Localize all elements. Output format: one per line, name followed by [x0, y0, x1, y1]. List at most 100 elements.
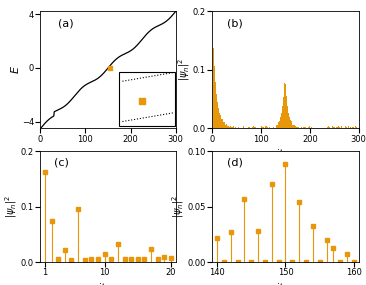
Bar [223, 122, 224, 128]
Y-axis label: $|\psi_n|^2$: $|\psi_n|^2$ [176, 58, 191, 82]
Point [139, 99, 145, 104]
Bar [233, 126, 234, 128]
Bar [280, 117, 281, 128]
Y-axis label: $|\psi_n|^2$: $|\psi_n|^2$ [171, 195, 186, 218]
Y-axis label: $|\psi_n|^2$: $|\psi_n|^2$ [4, 195, 19, 218]
Bar [334, 127, 335, 128]
Bar [332, 126, 333, 128]
Bar [213, 48, 214, 128]
Bar [219, 113, 220, 128]
X-axis label: m: m [103, 149, 113, 159]
Bar [281, 113, 282, 128]
Bar [352, 127, 353, 128]
Bar [285, 84, 286, 128]
Bar [226, 124, 227, 128]
Bar [291, 121, 292, 128]
Bar [294, 125, 295, 128]
Bar [283, 97, 284, 128]
Bar [311, 127, 312, 128]
Bar [231, 127, 232, 128]
Bar [243, 126, 244, 128]
Bar [305, 127, 306, 128]
Bar [252, 127, 253, 128]
Bar [254, 127, 255, 128]
Bar [237, 127, 238, 128]
X-axis label: site n: site n [272, 149, 299, 159]
Bar [217, 102, 218, 128]
Bar [276, 125, 277, 128]
Bar [329, 127, 330, 128]
Bar [251, 127, 252, 128]
Bar [262, 127, 263, 128]
Bar [336, 127, 337, 128]
Text: (d): (d) [227, 158, 243, 168]
Bar [249, 127, 250, 128]
Bar [228, 126, 229, 128]
Text: (c): (c) [54, 158, 69, 168]
Bar [270, 127, 271, 128]
Bar [350, 127, 351, 128]
Bar [298, 127, 299, 128]
Bar [221, 119, 222, 128]
Text: (a): (a) [58, 19, 74, 29]
Bar [279, 121, 280, 128]
Bar [284, 83, 285, 128]
Bar [261, 126, 262, 128]
Bar [278, 123, 279, 128]
Bar [319, 126, 320, 128]
Bar [248, 127, 249, 128]
Bar [295, 126, 296, 128]
Bar [255, 127, 256, 128]
Bar [253, 127, 254, 128]
Bar [220, 115, 221, 128]
Bar [301, 127, 302, 128]
Bar [356, 127, 357, 128]
Bar [355, 127, 356, 128]
Bar [312, 127, 313, 128]
Bar [269, 127, 270, 128]
Bar [297, 127, 298, 128]
Bar [328, 126, 329, 128]
Bar [274, 126, 275, 128]
Bar [287, 106, 288, 128]
Bar [296, 127, 297, 128]
Bar [308, 127, 309, 128]
X-axis label: site n: site n [272, 283, 299, 285]
Bar [345, 126, 346, 128]
Bar [214, 66, 215, 128]
Bar [309, 126, 310, 128]
Bar [341, 126, 342, 128]
Bar [339, 127, 340, 128]
Bar [215, 75, 216, 128]
Text: (b): (b) [227, 19, 243, 29]
Bar [119, 72, 175, 126]
Bar [222, 119, 223, 128]
Bar [346, 127, 347, 128]
Bar [286, 95, 287, 128]
Bar [275, 127, 276, 128]
Bar [293, 125, 294, 128]
Bar [229, 127, 230, 128]
Bar [227, 127, 228, 128]
Bar [288, 113, 289, 128]
Bar [337, 127, 338, 128]
Bar [290, 121, 291, 128]
Bar [235, 127, 236, 128]
Bar [353, 127, 354, 128]
Bar [218, 104, 219, 128]
Bar [303, 127, 304, 128]
Bar [256, 127, 257, 128]
Point [107, 66, 113, 70]
Bar [282, 106, 283, 128]
Bar [265, 126, 266, 128]
Bar [316, 127, 317, 128]
Bar [348, 126, 349, 128]
Bar [263, 127, 264, 128]
Bar [289, 117, 290, 128]
Bar [266, 126, 267, 128]
Bar [225, 125, 226, 128]
Bar [292, 124, 293, 128]
Bar [238, 127, 239, 128]
Bar [277, 125, 278, 128]
Bar [216, 94, 217, 128]
